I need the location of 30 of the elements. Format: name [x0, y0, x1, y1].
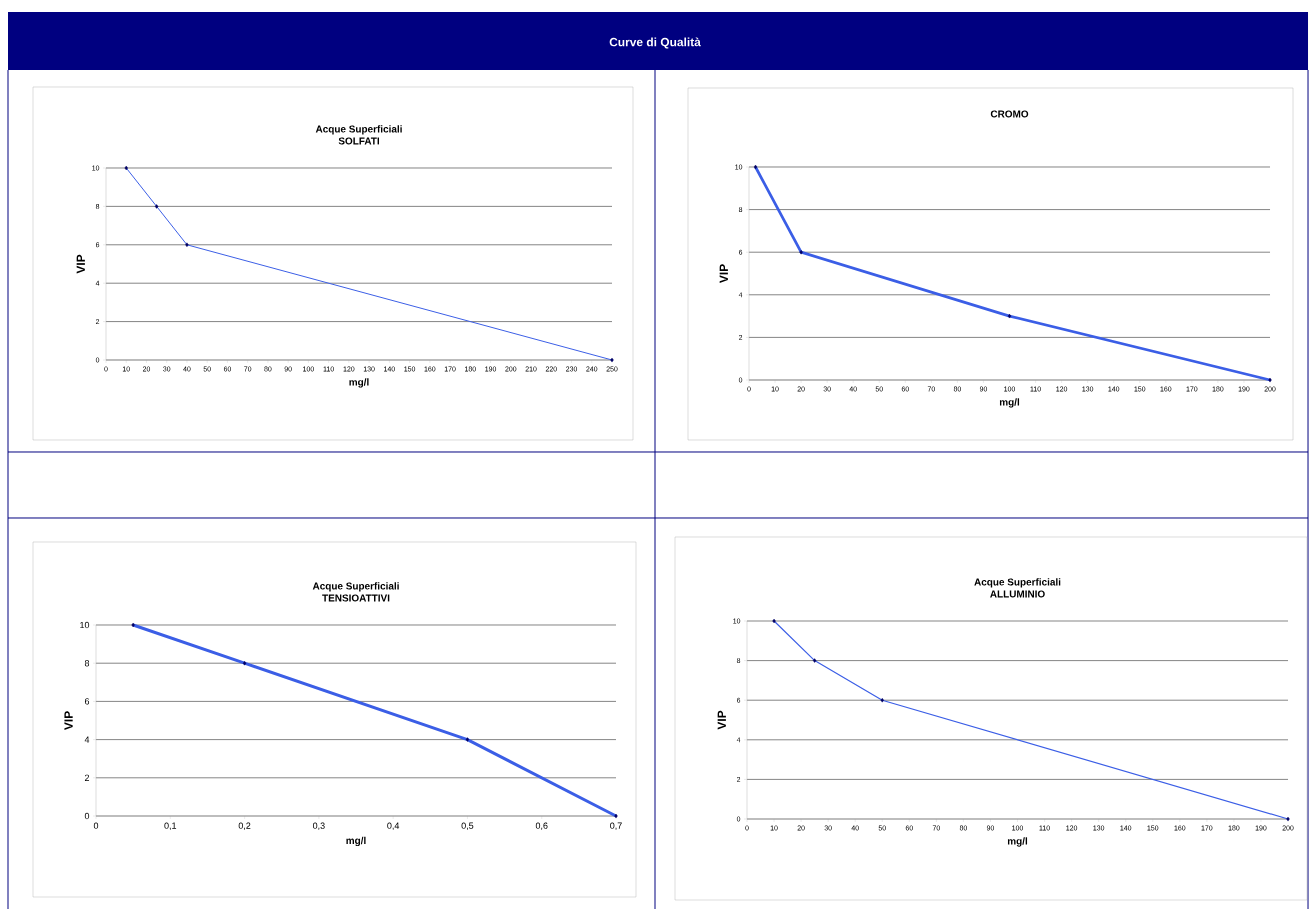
y-axis-title: VIP [717, 710, 726, 730]
chart-title: Acque Superficiali [315, 125, 402, 135]
y-tick-label: 4 [84, 736, 90, 743]
chart-subtitle: SOLFATI [338, 137, 380, 145]
x-tick-label: 0,7 [610, 822, 622, 830]
x-tick-label: 0,4 [387, 822, 400, 830]
text: Curve di Qualità [609, 37, 701, 49]
y-tick-label: 8 [84, 660, 90, 667]
x-axis-title: mg/l [349, 378, 369, 388]
y-tick-label: 6 [84, 698, 90, 705]
x-tick-label: 0,2 [238, 822, 251, 830]
chart-title: CROMO [990, 110, 1029, 118]
x-tick-label: 0,5 [461, 822, 474, 830]
x-tick-label: 0,6 [535, 822, 548, 830]
x-axis-title: mg/l [1007, 837, 1028, 847]
chart-title: Acque Superficiali [312, 582, 399, 592]
y-tick-label: 10 [80, 621, 90, 629]
x-axis-title: mg/l [999, 398, 1020, 408]
x-tick-label: 0,3 [312, 822, 325, 830]
x-axis-title: mg/l [346, 836, 366, 847]
y-tick-label: 2 [84, 774, 90, 781]
y-tick-label: 0 [84, 812, 90, 820]
chart-subtitle: TENSIOATTIVI [322, 594, 390, 602]
chart-title: Acque Superficiali [974, 578, 1061, 588]
chart-subtitle: ALLUMINIO [990, 590, 1045, 598]
y-axis-title: VIP [76, 254, 85, 274]
y-axis-title: VIP [719, 264, 728, 284]
y-axis-title: VIP [64, 711, 73, 731]
x-tick-label: 0,1 [164, 822, 177, 830]
line-series [131, 622, 618, 819]
